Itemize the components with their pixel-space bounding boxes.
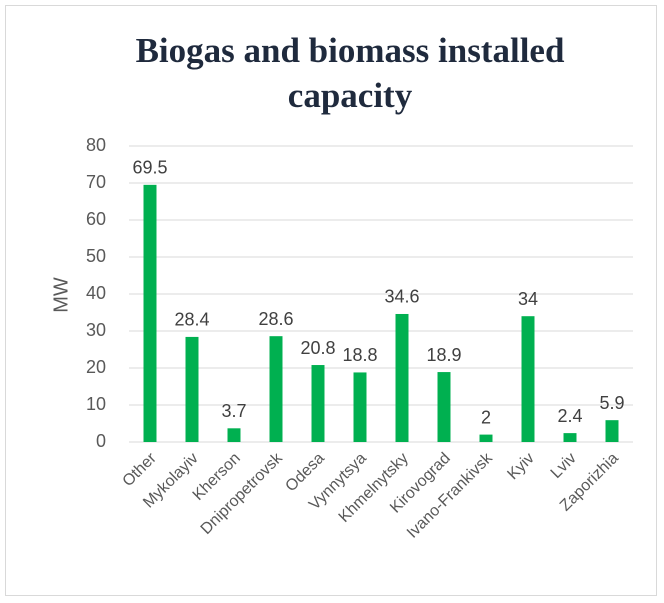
data-label: 28.4 <box>174 310 209 330</box>
y-tick-label: 70 <box>86 172 106 192</box>
chart-title: Biogas and biomass installed capacity <box>135 31 565 115</box>
y-tick-label: 60 <box>86 209 106 229</box>
data-label: 69.5 <box>132 158 167 178</box>
bar <box>563 433 577 442</box>
bar <box>479 434 493 442</box>
y-axis-label: MW <box>50 277 72 313</box>
bar <box>353 372 367 442</box>
x-tick-label: Kyiv <box>504 450 537 483</box>
bar <box>605 420 619 442</box>
data-label: 2.4 <box>557 406 582 426</box>
data-label: 3.7 <box>221 401 246 421</box>
chart-frame <box>5 5 657 596</box>
data-label: 28.6 <box>258 309 293 329</box>
y-tick-label: 10 <box>86 394 106 414</box>
data-label: 34.6 <box>384 287 419 307</box>
data-label: 2 <box>481 407 491 427</box>
bar <box>143 184 157 442</box>
x-tick-label: Other <box>119 449 160 490</box>
bar <box>437 372 451 442</box>
bar <box>227 428 241 442</box>
x-tick-label: Lviv <box>548 450 580 482</box>
bar <box>269 336 283 442</box>
data-label: 34 <box>518 289 538 309</box>
y-tick-label: 30 <box>86 320 106 340</box>
bar <box>185 336 199 442</box>
y-tick-label: 80 <box>86 135 106 155</box>
data-label: 20.8 <box>300 338 335 358</box>
y-tick-label: 40 <box>86 283 106 303</box>
data-label: 5.9 <box>599 393 624 413</box>
y-tick-label: 20 <box>86 357 106 377</box>
data-label: 18.9 <box>426 345 461 365</box>
bar <box>311 365 325 442</box>
y-tick-label: 0 <box>96 431 106 451</box>
bar <box>395 313 409 442</box>
bar <box>521 316 535 442</box>
data-label: 18.8 <box>342 345 377 365</box>
y-tick-label: 50 <box>86 246 106 266</box>
